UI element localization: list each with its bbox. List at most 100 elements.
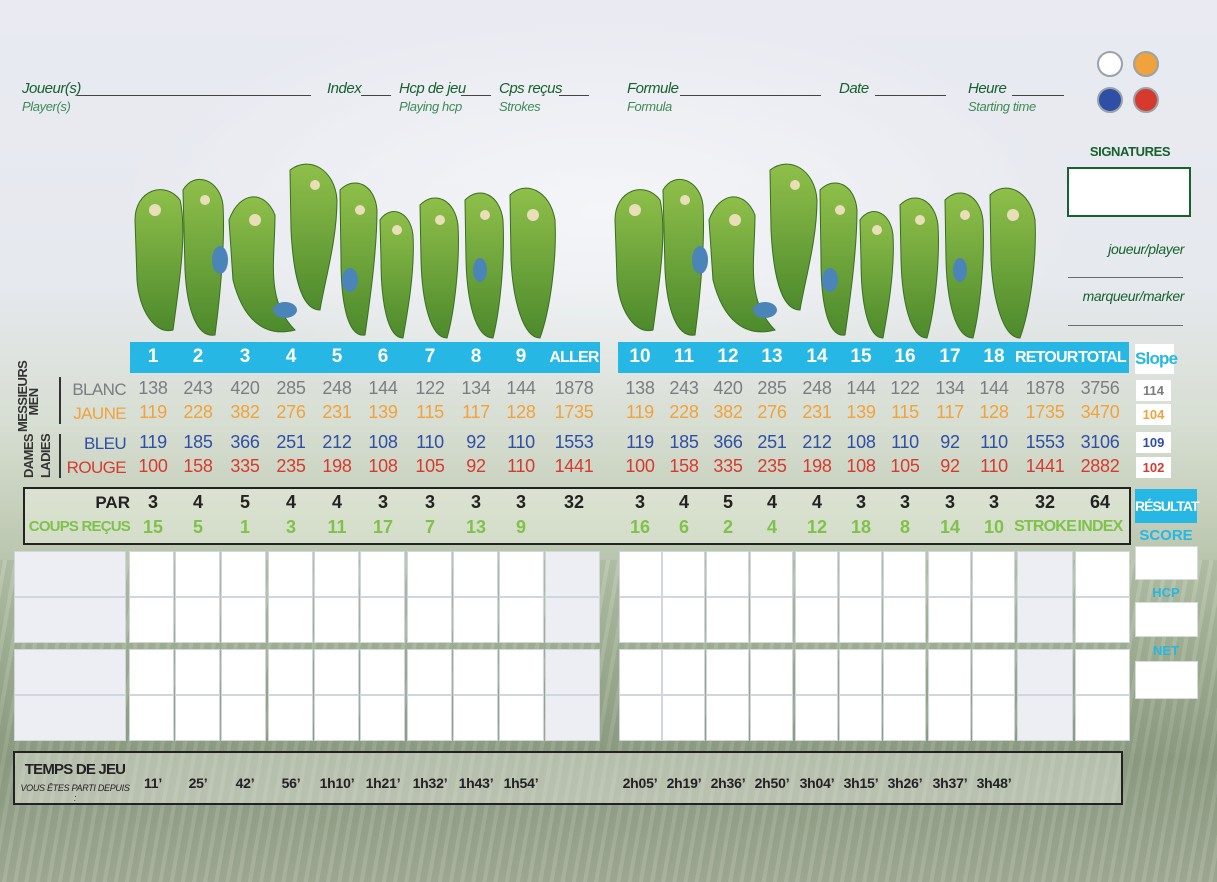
score-cell[interactable]	[221, 695, 266, 741]
score-cell[interactable]	[453, 649, 498, 695]
score-cell[interactable]	[268, 695, 313, 741]
score-cell[interactable]	[839, 551, 882, 597]
score-cell[interactable]	[407, 551, 452, 597]
marker-signature-line[interactable]	[1068, 325, 1183, 326]
score-cell[interactable]	[175, 695, 220, 741]
score-cell[interactable]	[928, 649, 971, 695]
score-cell[interactable]	[619, 695, 662, 741]
subtotal-cell[interactable]	[545, 551, 600, 597]
subtotal-cell[interactable]	[545, 695, 600, 741]
blue-tee-dot[interactable]	[1097, 87, 1123, 113]
score-cell[interactable]	[453, 695, 498, 741]
score-cell[interactable]	[883, 597, 926, 643]
score-cell[interactable]	[268, 597, 313, 643]
stroke-index-value: 17	[372, 517, 394, 537]
subtotal-cell[interactable]	[545, 597, 600, 643]
player-name-cell[interactable]	[14, 551, 126, 597]
score-cell[interactable]	[129, 551, 174, 597]
score-cell[interactable]	[499, 551, 544, 597]
score-cell[interactable]	[314, 649, 359, 695]
score-cell[interactable]	[883, 551, 926, 597]
score-cell[interactable]	[839, 597, 882, 643]
subtotal-cell[interactable]	[1017, 551, 1073, 597]
signature-box[interactable]	[1067, 167, 1191, 217]
score-cell[interactable]	[314, 597, 359, 643]
score-cell[interactable]	[928, 695, 971, 741]
score-cell[interactable]	[750, 597, 793, 643]
score-cell[interactable]	[175, 649, 220, 695]
score-cell[interactable]	[221, 597, 266, 643]
score-cell[interactable]	[706, 597, 749, 643]
score-cell[interactable]	[407, 695, 452, 741]
player-name-cell[interactable]	[14, 649, 126, 695]
score-cell[interactable]	[662, 597, 705, 643]
player-signature-line[interactable]	[1068, 277, 1183, 278]
score-cell[interactable]	[795, 649, 838, 695]
score-cell[interactable]	[1075, 695, 1130, 741]
score-cell[interactable]	[1075, 649, 1130, 695]
score-cell[interactable]	[619, 649, 662, 695]
score-cell[interactable]	[499, 649, 544, 695]
net-total-box[interactable]	[1135, 661, 1198, 699]
score-cell[interactable]	[839, 649, 882, 695]
score-cell[interactable]	[928, 597, 971, 643]
score-cell[interactable]	[619, 597, 662, 643]
score-cell[interactable]	[1075, 597, 1130, 643]
score-cell[interactable]	[175, 597, 220, 643]
score-cell[interactable]	[928, 551, 971, 597]
yellow-tee-dot[interactable]	[1133, 51, 1159, 77]
score-cell[interactable]	[268, 551, 313, 597]
score-cell[interactable]	[453, 597, 498, 643]
score-cell[interactable]	[453, 551, 498, 597]
subtotal-cell[interactable]	[1017, 695, 1073, 741]
player-name-cell[interactable]	[14, 695, 126, 741]
score-cell[interactable]	[883, 695, 926, 741]
strokes-label: Cps reçus	[499, 80, 563, 97]
score-cell[interactable]	[839, 695, 882, 741]
subtotal-cell[interactable]	[1017, 649, 1073, 695]
score-cell[interactable]	[360, 649, 405, 695]
score-cell[interactable]	[407, 649, 452, 695]
score-cell[interactable]	[795, 551, 838, 597]
score-cell[interactable]	[662, 695, 705, 741]
score-cell[interactable]	[221, 551, 266, 597]
score-cell[interactable]	[662, 551, 705, 597]
score-cell[interactable]	[360, 597, 405, 643]
score-cell[interactable]	[662, 649, 705, 695]
score-cell[interactable]	[972, 649, 1015, 695]
score-cell[interactable]	[619, 551, 662, 597]
score-cell[interactable]	[360, 695, 405, 741]
score-cell[interactable]	[499, 597, 544, 643]
score-cell[interactable]	[795, 597, 838, 643]
score-cell[interactable]	[268, 649, 313, 695]
score-cell[interactable]	[706, 649, 749, 695]
score-cell[interactable]	[750, 695, 793, 741]
score-cell[interactable]	[972, 597, 1015, 643]
score-cell[interactable]	[972, 695, 1015, 741]
score-cell[interactable]	[706, 551, 749, 597]
score-cell[interactable]	[795, 695, 838, 741]
score-cell[interactable]	[750, 649, 793, 695]
score-cell[interactable]	[175, 551, 220, 597]
subtotal-cell[interactable]	[1017, 597, 1073, 643]
score-cell[interactable]	[129, 649, 174, 695]
score-cell[interactable]	[972, 551, 1015, 597]
score-cell[interactable]	[883, 649, 926, 695]
score-total-box[interactable]	[1135, 546, 1198, 580]
white-tee-dot[interactable]	[1097, 51, 1123, 77]
score-cell[interactable]	[1075, 551, 1130, 597]
red-tee-dot[interactable]	[1133, 87, 1159, 113]
subtotal-cell[interactable]	[545, 649, 600, 695]
score-cell[interactable]	[129, 597, 174, 643]
score-cell[interactable]	[750, 551, 793, 597]
score-cell[interactable]	[129, 695, 174, 741]
player-name-cell[interactable]	[14, 597, 126, 643]
score-cell[interactable]	[706, 695, 749, 741]
score-cell[interactable]	[314, 551, 359, 597]
score-cell[interactable]	[221, 649, 266, 695]
score-cell[interactable]	[499, 695, 544, 741]
score-cell[interactable]	[314, 695, 359, 741]
score-cell[interactable]	[360, 551, 405, 597]
score-cell[interactable]	[407, 597, 452, 643]
hcp-total-box[interactable]	[1135, 602, 1198, 637]
